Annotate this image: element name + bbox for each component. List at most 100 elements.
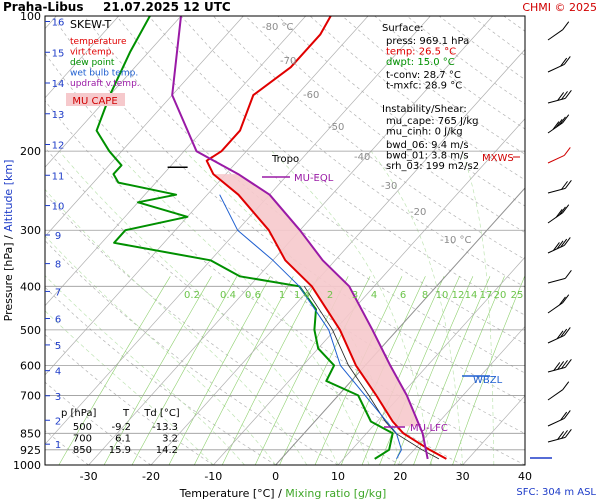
altitude-tick-label: 16 [52, 18, 65, 29]
isotherm-label: -20 [410, 207, 426, 218]
table-cell: 500 [73, 422, 92, 433]
mixing-ratio-label: 3 [352, 290, 358, 301]
altitude-tick-label: 6 [55, 315, 61, 326]
isotherm-label: -80 °C [262, 22, 294, 33]
wind-barb-staff [547, 389, 564, 401]
mixing-ratio-label: 25 [511, 290, 524, 301]
wind-barb-feather [555, 118, 563, 128]
wind-barb-staff [547, 366, 566, 373]
wind-barb-feather [564, 359, 572, 368]
temperature-tick-label: 30 [456, 470, 470, 483]
moist-adiabat [115, 150, 370, 465]
mixing-ratio-label: 2 [327, 290, 333, 301]
dry-adiabat [471, 16, 525, 56]
wind-barb-feather [560, 328, 568, 338]
mu-eql-label: MU-EQL [294, 173, 334, 184]
wind-barb-staff [547, 436, 566, 443]
mixing-ratio-line [413, 276, 491, 465]
wind-barbs [547, 21, 572, 443]
isotherm [337, 256, 525, 465]
isotherm [45, 16, 306, 307]
isotherm [45, 16, 369, 376]
altitude-tick-label: 14 [52, 79, 65, 90]
isotherm-label: -30 [381, 181, 397, 192]
mixing-ratio-line [379, 276, 460, 465]
legend-item: temperature [70, 37, 127, 47]
surface-line: temp: 26.5 °C [386, 47, 456, 58]
altitude-tick-label: 8 [55, 260, 61, 271]
wind-barb-feather [560, 411, 568, 421]
wind-barb-feather [560, 57, 568, 67]
temperature-tick-label: -20 [142, 470, 160, 483]
wind-barb-feather [556, 330, 564, 340]
series-updraft-v-temp- [171, 16, 429, 460]
mucape-swatch [66, 93, 125, 106]
table-cell: 850 [73, 445, 92, 456]
wind-barb-feather [556, 240, 564, 250]
instability-heading: Instability/Shear: [382, 104, 467, 115]
mixing-ratio-line [131, 276, 238, 465]
mixing-ratio-label: 0.6 [245, 290, 261, 301]
mixing-ratio-label: 0.2 [184, 290, 200, 301]
table-header: Td [°C] [143, 408, 180, 419]
wind-barb-feather [562, 21, 570, 30]
wind-barb-feather [561, 430, 568, 439]
mixing-ratio-line [168, 276, 271, 465]
legend-item: updraft v.temp. [70, 79, 140, 89]
pressure-tick-label: 500 [20, 324, 41, 337]
legend-item: virt.temp. [70, 48, 114, 58]
wind-barb-staff [547, 63, 565, 73]
x-axis-title: Temperature [°C] / Mixing ratio [g/kg] [179, 487, 387, 500]
pressure-tick-label: 600 [20, 359, 41, 372]
moist-adiabat [524, 455, 525, 465]
sounding-datetime: 21.07.2025 12 UTC [103, 0, 231, 14]
wind-barb-feather [563, 147, 571, 156]
pressure-tick-label: 850 [20, 427, 41, 440]
instability-line: mu_cape: 765 J/kg [386, 116, 478, 127]
mixing-ratio-line [103, 276, 212, 465]
isotherm [275, 187, 525, 465]
wind-barb-feather [559, 206, 566, 216]
wind-barb-feather [563, 56, 571, 65]
series-wet-bulb-temp- [219, 194, 402, 460]
wind-barb-feather [564, 90, 572, 99]
mixing-ratio-label: 1 [279, 290, 285, 301]
wind-barb-staff [547, 277, 566, 284]
wind-barb-feather [560, 238, 568, 248]
mu-cape-area [213, 174, 420, 427]
pressure-tick-label: 300 [20, 224, 41, 237]
temperature-tick-label: -30 [80, 470, 98, 483]
pressure-tick-label: 100 [20, 10, 41, 23]
wind-barb-feather [563, 410, 571, 419]
pressure-tick-label: 925 [20, 444, 41, 457]
instability-line: bwd_06: 9.4 m/s [386, 140, 469, 151]
tropo-label: Tropo [271, 154, 299, 165]
wind-barb-feather [564, 429, 572, 438]
mixing-ratio-line [429, 276, 505, 465]
table-cell: 15.9 [109, 445, 131, 456]
altitude-tick-label: 12 [52, 141, 65, 152]
surface-line: t-mxfc: 28.9 °C [386, 81, 462, 92]
wind-barb-staff [547, 97, 566, 104]
series-env-temp-companion [303, 286, 440, 460]
altitude-tick-label: 9 [55, 231, 61, 242]
moist-adiabat [45, 235, 276, 465]
isotherm [45, 16, 119, 99]
dry-adiabat [83, 16, 525, 374]
wind-barb-feather [552, 121, 560, 130]
altitude-tick-label: 11 [52, 171, 65, 182]
wind-barb-feather [562, 381, 570, 390]
wind-barb-feather [555, 208, 563, 218]
mixing-ratio-line [394, 276, 474, 465]
isotherm [524, 464, 525, 465]
surface-line: press: 969.1 hPa [386, 36, 469, 47]
isotherm-label: -60 [303, 90, 319, 101]
table-header: T [122, 408, 130, 419]
mixing-ratio-label: 0.4 [220, 290, 236, 301]
table-cell: -13.3 [152, 422, 178, 433]
altitude-tick-label: 4 [55, 367, 61, 378]
wind-barb-feather [559, 116, 566, 126]
mu-lfc-label: MU-LFC [410, 423, 448, 434]
isotherm [400, 325, 525, 465]
